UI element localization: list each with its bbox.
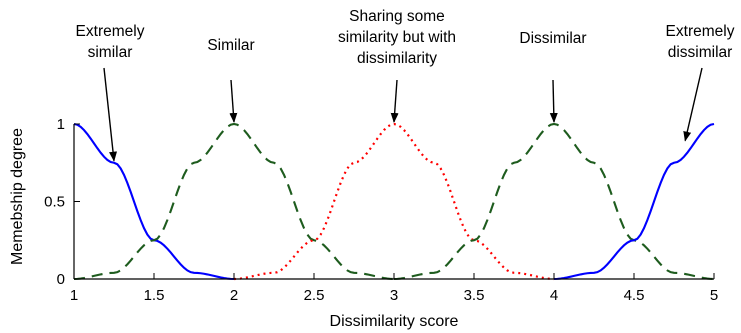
x-tick-label: 4.5	[624, 287, 645, 304]
annotation-label: dissimilarity	[357, 50, 437, 67]
annotation-label: Similar	[207, 37, 254, 54]
annotation-label: Sharing some	[349, 8, 445, 25]
annotation-arrow	[683, 67, 703, 142]
x-tick-label: 4	[550, 287, 558, 304]
annotation-arrow	[390, 79, 399, 123]
series-line-extremely-similar	[73, 122, 235, 281]
series-layer	[73, 122, 715, 281]
annotation-label: Dissimilar	[519, 30, 586, 47]
y-axis-title: Memebship degree	[9, 128, 26, 265]
x-tick-label: 1.5	[144, 287, 165, 304]
annotation-arrow	[103, 67, 118, 162]
annotations: Extremely similar Similar Sharing some simil…	[76, 8, 735, 162]
x-axis-title: Dissimilarity score	[330, 313, 459, 330]
annotation-label: similarity but with	[338, 29, 456, 46]
annotation-arrow	[229, 79, 238, 123]
annotation: Similar	[207, 37, 255, 123]
annotation-label: similar	[88, 44, 133, 61]
series-line-sharing-some	[233, 122, 555, 281]
annotation-label: Extremely	[666, 23, 735, 40]
annotation-arrow	[549, 79, 558, 123]
x-tick-label: 3	[390, 287, 398, 304]
x-tick-label: 3.5	[464, 287, 485, 304]
series-line-similar	[73, 122, 395, 281]
series-line-extremely-dissimilar	[553, 122, 715, 281]
y-tick-label: 0	[57, 271, 65, 288]
annotation: Dissimilar	[519, 30, 587, 123]
series-line-dissimilar	[393, 122, 715, 281]
annotation-label: dissimilar	[668, 44, 733, 61]
annotation: Extremely similar	[76, 23, 145, 162]
annotation: Extremely dissimilar	[666, 23, 735, 142]
x-tick-label: 2.5	[304, 287, 325, 304]
y-tick-label: 1	[57, 116, 65, 133]
x-tick-label: 1	[70, 287, 78, 304]
axes: 1 1.5 2 2.5 3 3.5 4 4.5 5 0 0.5 1	[44, 116, 718, 304]
x-tick-label: 2	[230, 287, 238, 304]
annotation-label: Extremely	[76, 23, 145, 40]
x-tick-label: 5	[710, 287, 718, 304]
annotation: Sharing some similarity but with dissimila…	[338, 8, 456, 123]
y-tick-label: 0.5	[44, 194, 65, 211]
